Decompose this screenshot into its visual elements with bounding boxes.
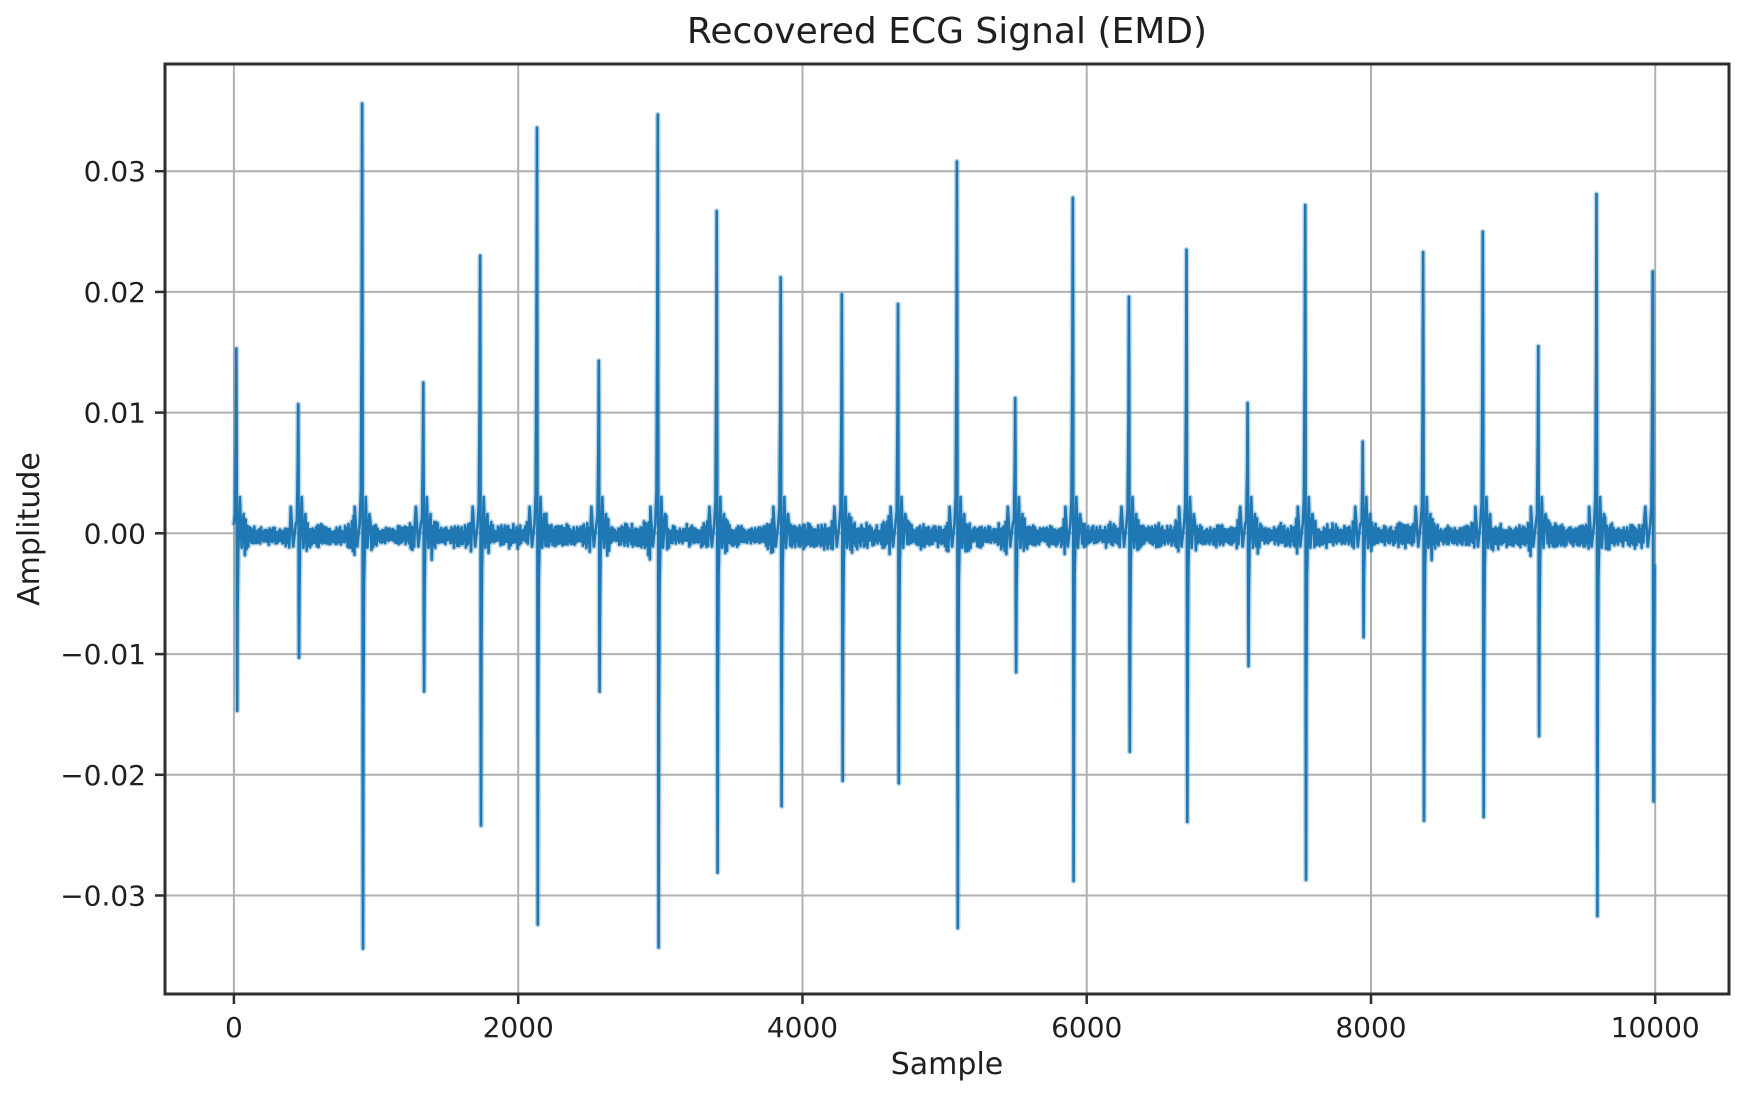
gridlines [165,64,1729,994]
x-tick-label: 4000 [767,1011,838,1044]
x-tick-label: 0 [225,1011,243,1044]
signal-halo [231,100,1658,952]
y-axis-label: Amplitude [12,452,47,606]
y-tick-label: 0.02 [84,276,146,309]
x-tick-label: 10000 [1611,1011,1700,1044]
x-tick-label: 8000 [1335,1011,1406,1044]
y-tick-label: −0.01 [60,638,146,671]
y-tick-label: 0.00 [84,517,146,550]
signal-path [232,102,1656,950]
y-tick-label: −0.03 [60,880,146,913]
y-tick-label: 0.01 [84,397,146,430]
x-tick-label: 6000 [1051,1011,1122,1044]
y-tick-label: 0.03 [84,155,146,188]
x-tick-labels: 0 2000 4000 6000 8000 10000 [225,1011,1700,1044]
axes-frame [163,62,1731,996]
tick-marks [155,169,1657,1004]
ecg-signal [231,100,1658,952]
y-tick-labels: 0.03 0.02 0.01 0.00 −0.01 −0.02 −0.03 [60,155,146,912]
chart-title: Recovered ECG Signal (EMD) [686,11,1208,52]
x-tick-label: 2000 [483,1011,554,1044]
y-tick-label: −0.02 [60,759,146,792]
x-axis-label: Sample [890,1047,1004,1082]
